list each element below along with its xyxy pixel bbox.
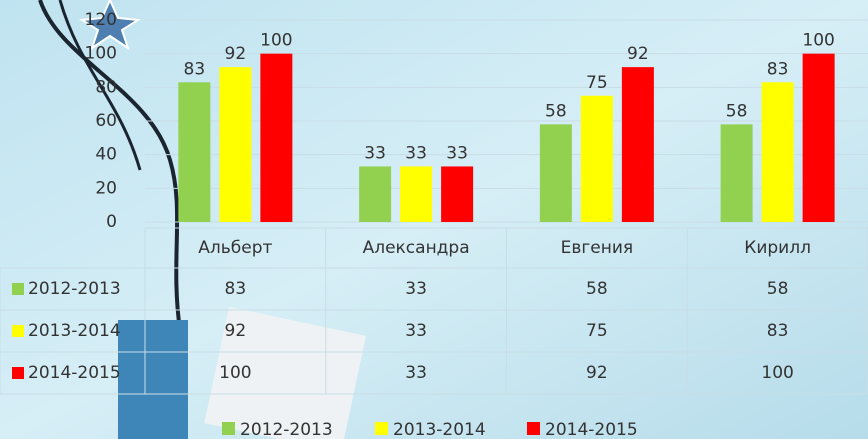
bar <box>720 124 753 222</box>
table-row-label: 2014-2015 <box>28 363 121 383</box>
table-cell: 92 <box>586 363 608 383</box>
data-label: 92 <box>627 44 649 64</box>
y-tick-label: 20 <box>95 178 117 198</box>
y-tick-label: 120 <box>85 10 117 30</box>
data-label: 58 <box>545 101 567 121</box>
table-cell: 100 <box>761 363 793 383</box>
data-label: 83 <box>767 59 789 79</box>
y-tick-label: 60 <box>95 111 117 131</box>
bar <box>802 53 835 222</box>
table-cell: 33 <box>405 279 427 299</box>
decoration <box>118 320 188 439</box>
decoration <box>78 0 142 51</box>
legend-key <box>375 422 388 435</box>
legend-key <box>222 422 235 435</box>
y-tick-label: 0 <box>106 212 117 232</box>
table-cell: 58 <box>767 279 789 299</box>
data-label: 33 <box>364 143 386 163</box>
table-cell: 33 <box>405 363 427 383</box>
data-label: 75 <box>586 73 608 93</box>
table-cell: 83 <box>225 279 247 299</box>
table-cell: 58 <box>586 279 608 299</box>
table-cell: 33 <box>405 321 427 341</box>
legend-label: 2014-2015 <box>545 420 638 439</box>
bar <box>441 166 474 222</box>
legend-label: 2012-2013 <box>240 420 333 439</box>
data-label: 58 <box>726 101 748 121</box>
table-cell: 83 <box>767 321 789 341</box>
bar <box>178 82 211 223</box>
bar <box>580 95 613 222</box>
data-label: 100 <box>802 31 834 51</box>
data-label: 83 <box>184 59 206 79</box>
bar <box>761 82 794 223</box>
y-tick-label: 40 <box>95 145 117 165</box>
x-tick-label: Александра <box>363 238 470 258</box>
data-label: 33 <box>446 143 468 163</box>
bar <box>621 67 654 222</box>
x-tick-label: Кирилл <box>744 238 811 258</box>
table-cell: 92 <box>225 321 247 341</box>
table-cell: 75 <box>586 321 608 341</box>
bar <box>539 124 572 222</box>
table-row-label: 2012-2013 <box>28 279 121 299</box>
bar <box>219 67 252 222</box>
legend-label: 2013-2014 <box>393 420 486 439</box>
bar <box>400 166 433 222</box>
table-cell: 100 <box>219 363 251 383</box>
table-row-label: 2013-2014 <box>28 321 121 341</box>
data-label: 100 <box>260 31 292 51</box>
x-tick-label: Евгения <box>561 238 634 258</box>
bar <box>359 166 392 222</box>
bar <box>260 53 293 222</box>
table-legend-key <box>12 325 24 337</box>
data-label: 33 <box>405 143 427 163</box>
data-label: 92 <box>225 44 247 64</box>
table-legend-key <box>12 283 24 295</box>
decoration <box>58 0 142 171</box>
table-legend-key <box>12 367 24 379</box>
decoration <box>38 0 182 331</box>
y-tick-label: 100 <box>85 44 117 64</box>
x-tick-label: Альберт <box>198 238 272 258</box>
y-tick-label: 80 <box>95 77 117 97</box>
legend-key <box>527 422 540 435</box>
